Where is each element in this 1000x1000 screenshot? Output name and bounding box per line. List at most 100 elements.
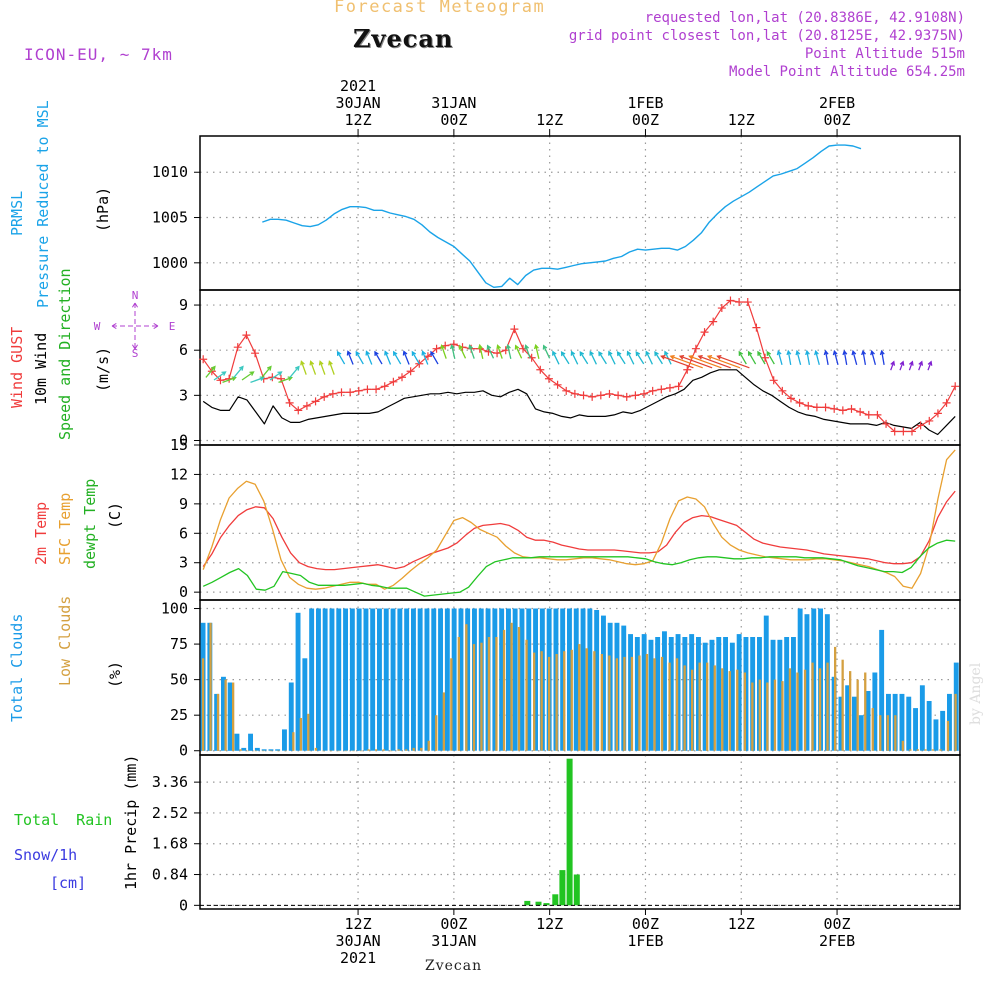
gust-marker [372,385,381,394]
wind-arrow [635,350,645,365]
xtick-label-bottom: 00Z [440,915,467,933]
total-cloud-bar [838,696,844,751]
low-cloud-bar [502,629,506,751]
gust-marker [294,406,303,415]
sfc-temp-ylabel: SFC Temp [56,493,74,565]
low-cloud-bar [578,644,581,751]
low-cloud-bar [736,669,739,751]
compass-s: S [132,347,139,360]
low-cloud-bar [856,679,859,751]
total-cloud-bar [662,631,667,751]
total-cloud-bar [879,629,885,751]
total-cloud-bar [336,608,342,751]
ytick-label: 12 [170,465,188,483]
total-cloud-bar [275,749,281,751]
gust-marker [830,404,839,413]
low-cloud-bar [254,750,257,752]
total-cloud-bar [458,608,464,751]
total-cloud-bar [282,729,287,751]
low-cloud-bar [766,682,769,751]
total-cloud-bar [241,747,247,751]
low-cloud-bar [540,651,543,751]
gust-marker [735,298,744,307]
gust-marker [640,389,649,398]
ytick-label: 25 [170,706,188,724]
gust-marker [337,388,346,397]
model-point-altitude: Model Point Altitude 654.25m [728,64,965,80]
wind-arrow [589,350,597,365]
total-cloud-bar [947,693,952,751]
ytick-label: 6 [179,524,188,542]
gust-marker [536,365,545,374]
gust-marker [562,386,571,395]
low-cloud-bar [239,749,242,751]
low-cloud-bar [781,681,784,751]
panel-frame [199,289,961,446]
total-cloud-bar [899,693,905,751]
low-cloud-bar [954,693,957,751]
ytick-label: 3.36 [152,773,188,791]
station-title: Zvecan [353,24,454,53]
wind-arrow [496,344,503,359]
total-cloud-bar [309,608,315,751]
low-cloud-bar [638,655,641,751]
total-cloud-bar [926,701,932,751]
temp-unit: (C) [106,502,124,529]
gust-marker [700,328,709,337]
gust-marker [942,398,951,407]
low-cloud-bar [683,665,686,751]
low-cloud-bar [525,639,528,751]
wind-arrow [411,350,420,365]
low-cloud-bar [480,642,483,751]
low-cloud-bar [457,637,460,751]
total-cloud-bar [641,634,647,751]
wind-arrow [222,376,237,384]
wind-arrow [241,371,255,381]
gust-marker [916,421,925,430]
compass-w: W [94,320,101,333]
ytick-label: 1.68 [152,835,188,853]
wind-arrow [533,343,540,359]
wind-arrow [458,344,467,359]
low-cloud-bar [405,749,408,751]
low-cloud-bar [788,668,792,751]
total-cloud-bar [499,608,505,751]
pressure-ylabel-1: PRMSL [8,191,26,236]
total-cloud-bar [424,608,430,751]
low-cloud-bar [818,668,822,751]
gust-ylabel: Wind GUST [8,327,26,408]
gust-marker [890,427,899,436]
gust-marker [605,389,614,398]
wind-arrow [786,349,792,366]
wind-arrow [738,350,747,365]
forecast-title: Forecast Meteogram [334,0,546,17]
total-cloud-bar [221,676,226,751]
rain-bar [559,870,566,906]
low-cloud-bar [728,671,731,751]
gust-marker [657,385,666,394]
total-cloud-bar [919,685,925,751]
total-cloud-bar [302,658,308,751]
low-cloud-bar [262,750,265,752]
total-cloud-bar [349,608,355,751]
gust-marker [683,365,692,374]
precip-unit: 1hr Precip (mm) [122,755,140,890]
wind-arrow [706,354,741,369]
low-cloud-bar [803,669,807,751]
low-cloud-bar [375,749,378,751]
ytick-label: 0.84 [152,866,188,884]
gust-marker [951,382,960,391]
gust-marker [882,419,891,428]
wind-arrow [908,360,914,371]
ytick-label: 0 [179,431,188,449]
wind-arrow [430,350,439,365]
low-cloud-bar [841,659,844,751]
rain-bar [543,903,550,906]
ytick-label: 75 [170,635,188,653]
wind-arrow [384,350,392,365]
gust-marker [726,296,735,305]
gust-marker [752,323,761,332]
gust-marker [406,367,415,376]
low-cloud-bar [630,656,634,751]
gust-marker [570,389,579,398]
